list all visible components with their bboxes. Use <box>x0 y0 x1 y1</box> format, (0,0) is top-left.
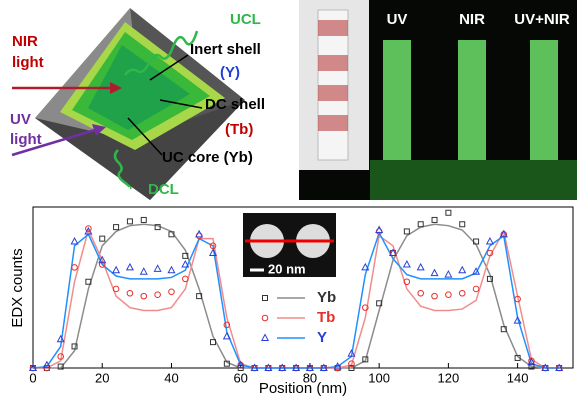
photo: UV NIR UV+NIR <box>299 0 577 200</box>
legend-item: Y <box>262 329 327 346</box>
legend-label: Y <box>317 329 327 346</box>
x-label: Position (nm) <box>259 380 347 397</box>
marker <box>473 286 479 292</box>
legend-marker <box>263 296 268 301</box>
print <box>318 115 348 131</box>
x-tick-label: 120 <box>438 370 460 385</box>
label: (Y) <box>220 64 240 81</box>
marker <box>155 292 161 298</box>
x-tick-label: 20 <box>95 370 109 385</box>
label: DC shell <box>205 96 265 113</box>
marker <box>141 293 147 299</box>
x-tick-label: 40 <box>164 370 178 385</box>
label: UV <box>10 111 31 128</box>
x-tick-label: 140 <box>507 370 529 385</box>
legend-label: Yb <box>317 289 336 306</box>
label: NIR <box>12 33 38 50</box>
marker <box>114 225 119 230</box>
label: DCL <box>148 181 179 198</box>
marker <box>459 290 465 296</box>
print <box>318 55 348 71</box>
marker <box>446 210 451 215</box>
marker <box>404 261 410 267</box>
marker <box>113 267 119 273</box>
marker <box>141 268 147 274</box>
glowing-vials <box>370 40 577 200</box>
marker <box>183 276 189 282</box>
photo-label: UV <box>387 11 408 28</box>
marker <box>169 289 175 295</box>
scale-label: 20 nm <box>268 261 306 276</box>
vial <box>458 40 486 160</box>
legend-label: Tb <box>317 309 335 326</box>
marker <box>113 286 119 292</box>
marker <box>432 217 437 222</box>
x-tick-label: 100 <box>368 370 390 385</box>
x-tick-label: 0 <box>29 370 36 385</box>
marker <box>127 290 133 296</box>
vial <box>383 40 411 160</box>
label: UC core (Yb) <box>162 149 253 166</box>
nanocrystal-diagram: NIR light UV light UCL Inert shell (Y) D… <box>10 8 265 200</box>
marker <box>100 236 105 241</box>
marker <box>487 238 493 244</box>
label: UCL <box>230 11 261 28</box>
print <box>318 85 348 101</box>
marker <box>445 271 451 277</box>
legend-marker <box>262 315 268 321</box>
vial <box>530 40 558 160</box>
marker <box>418 290 424 296</box>
legend-item: Tb <box>262 309 335 326</box>
photo-label: NIR <box>459 11 485 28</box>
label: light <box>12 54 44 71</box>
photo-label: UV+NIR <box>514 11 570 28</box>
figure: NIR light UV light UCL Inert shell (Y) D… <box>0 0 577 399</box>
marker <box>431 270 437 276</box>
page: {"diagram": {"labels": {"nir": "NIR", "n… <box>0 0 577 399</box>
x-tick-label: 60 <box>233 370 247 385</box>
legend-item: Yb <box>263 289 337 306</box>
marker <box>417 264 423 270</box>
marker <box>460 222 465 227</box>
marker <box>154 265 160 271</box>
legend-marker <box>262 335 268 341</box>
reflection <box>370 160 577 200</box>
label: Inert shell <box>190 41 261 58</box>
marker <box>168 267 174 273</box>
marker <box>57 336 63 342</box>
marker <box>71 238 77 244</box>
marker <box>127 264 133 270</box>
y-label: EDX counts <box>9 248 26 327</box>
marker <box>72 265 78 271</box>
print <box>318 20 348 36</box>
marker <box>432 293 438 299</box>
marker <box>404 229 409 234</box>
marker <box>459 267 465 273</box>
marker <box>141 217 146 222</box>
tem-inset: 20 nm <box>243 213 336 277</box>
marker <box>446 292 452 298</box>
label: light <box>10 131 42 148</box>
label: (Tb) <box>225 121 253 138</box>
marker <box>127 219 132 224</box>
